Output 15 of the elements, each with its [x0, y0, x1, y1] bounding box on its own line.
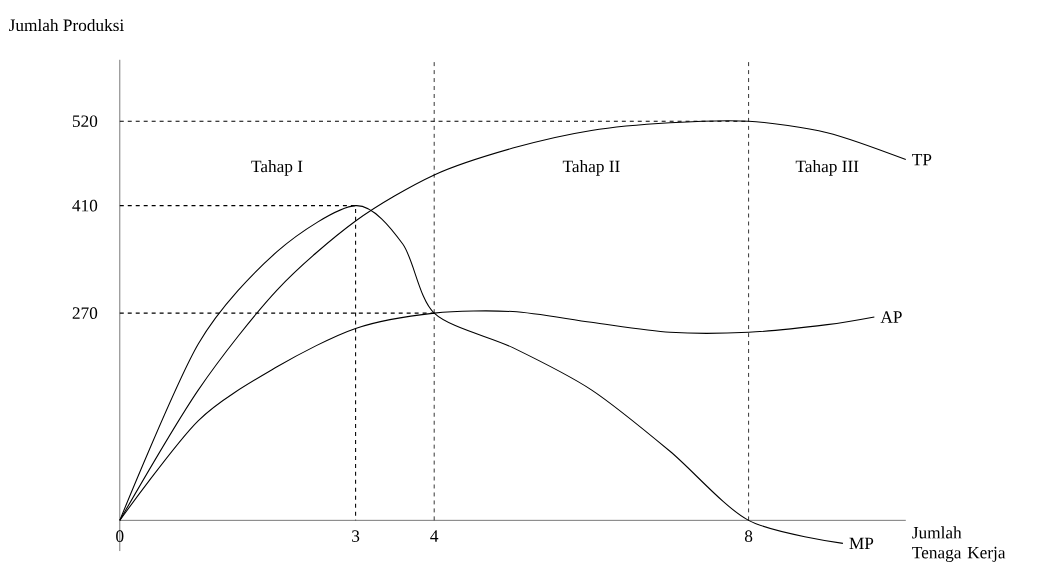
annotation: Tahap III [795, 160, 859, 176]
series-label: AP [880, 311, 902, 323]
series-label: TP [912, 153, 932, 166]
y-tick-label: 410 [72, 199, 98, 212]
x-tick-label: 3 [352, 530, 360, 542]
x-tick-label: 8 [744, 530, 753, 542]
y-tick-label: 520 [72, 115, 98, 128]
y-axis-title: Jumlah Produksi [9, 18, 124, 32]
x-tick-label: 4 [430, 530, 439, 542]
y-tick-label: 270 [72, 307, 98, 319]
x-tick-label: 0 [116, 530, 124, 542]
annotation: Tahap I [251, 160, 303, 176]
annotation: Tahap II [562, 160, 620, 176]
x-axis-title: Jumlah Tenaga Kerja [912, 526, 1006, 562]
series-label: MP [849, 537, 874, 550]
